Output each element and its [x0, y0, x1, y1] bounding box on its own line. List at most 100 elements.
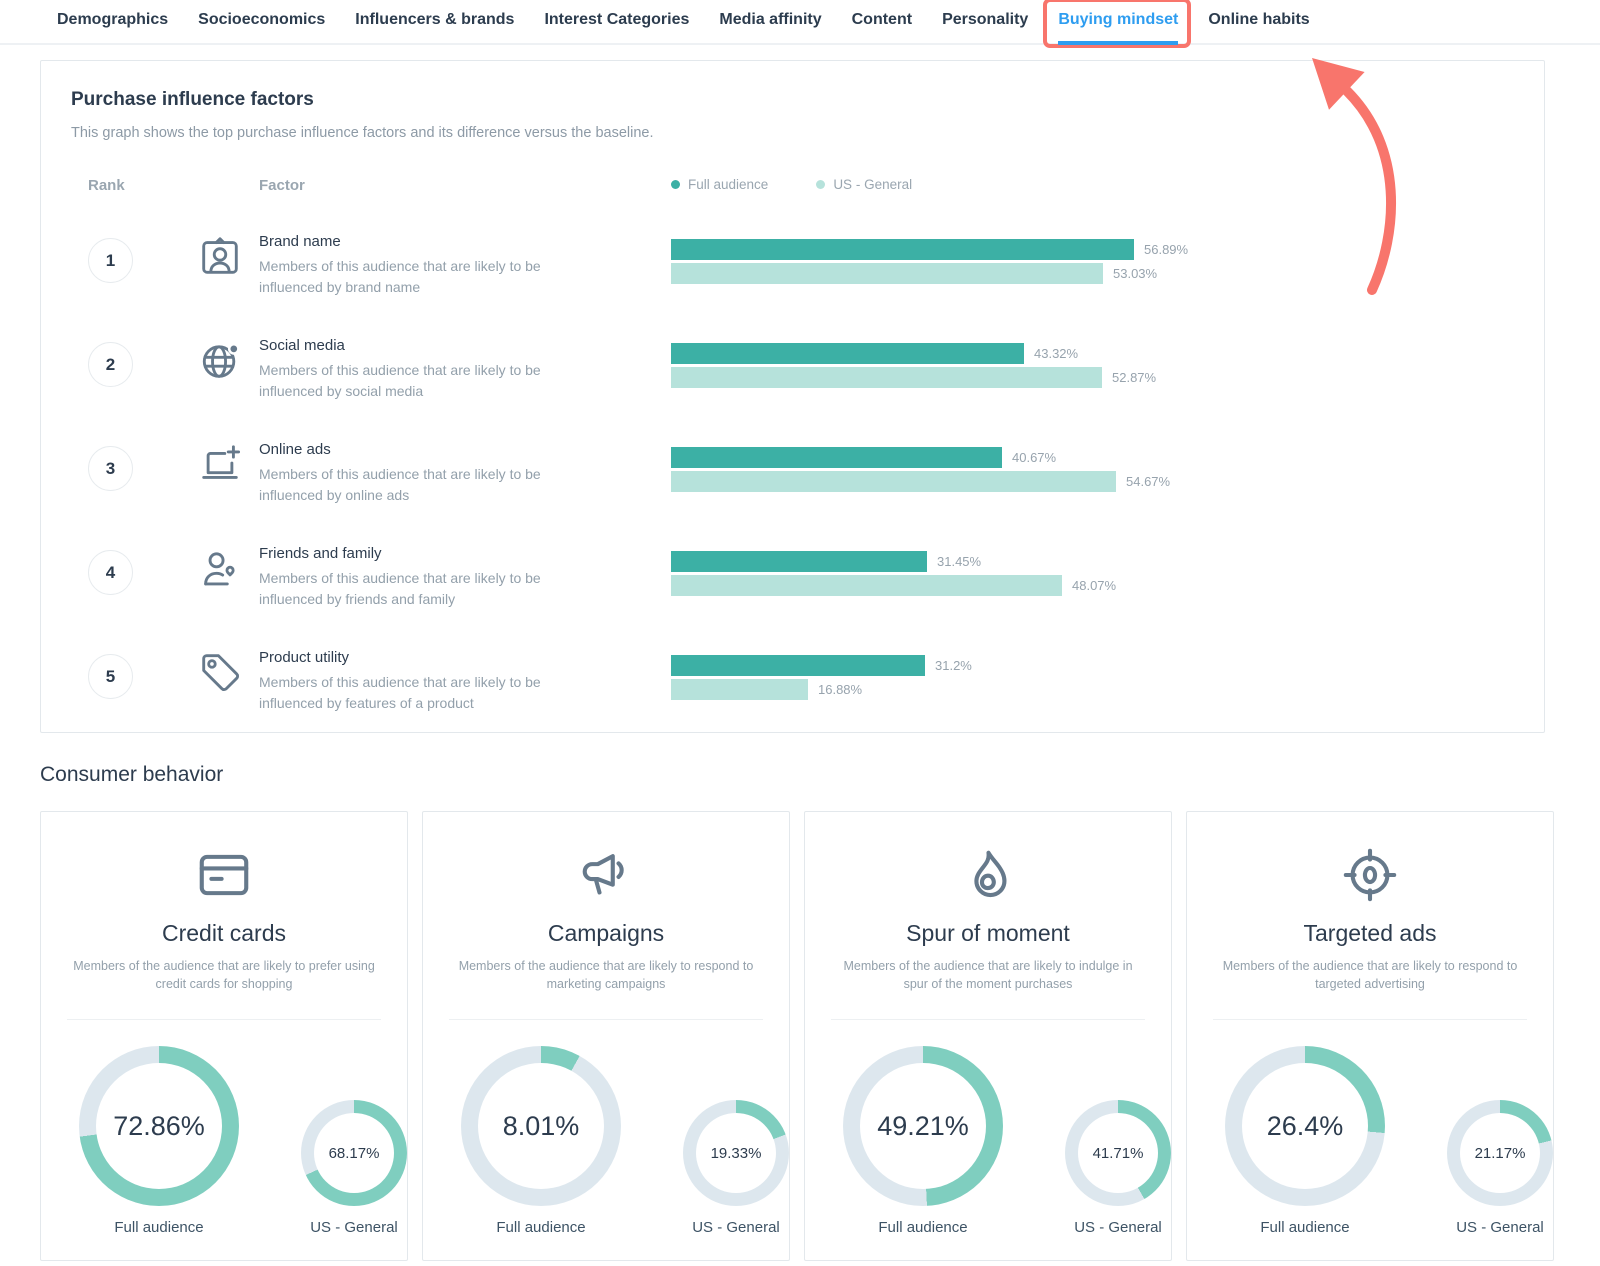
full-audience-value: 40.67% [1012, 450, 1057, 465]
influence-rows: 1 Brand name Members of this audience th… [71, 225, 1514, 714]
factor-description: Members of this audience that are likely… [259, 466, 541, 503]
full-audience-bar [671, 447, 1002, 468]
us-general-donut: 19.33% [683, 1100, 789, 1207]
us-general-bar [671, 679, 808, 700]
brand-name-icon [189, 225, 259, 279]
factor-bars: 31.45% 48.07% [671, 537, 1514, 599]
us-general-donut-value: 41.71% [1092, 1144, 1144, 1162]
purchase-influence-card: Purchase influence factors This graph sh… [40, 60, 1545, 733]
factor-name: Online ads [259, 441, 331, 458]
us-general-donut-value: 21.17% [1474, 1144, 1526, 1162]
tab-buying-mindset[interactable]: Buying mindset [1043, 0, 1192, 48]
card-title: Campaigns [547, 920, 665, 946]
us-general-donut-value: 68.17% [328, 1144, 380, 1162]
full-audience-donut: 8.01% [461, 1046, 621, 1207]
divider [449, 1019, 763, 1021]
us-general-bar [671, 263, 1103, 284]
chart-legend: Full audience US - General [671, 177, 1514, 192]
card-description: Members of the audience that are likely … [1222, 959, 1518, 992]
us-general-donut-value: 19.33% [710, 1144, 762, 1162]
us-general-donut: 68.17% [301, 1100, 407, 1207]
card-title: Targeted ads [1303, 920, 1437, 946]
us-general-bar [671, 367, 1102, 388]
us-general-bar [671, 471, 1116, 492]
card-description: Members of the audience that are likely … [843, 959, 1133, 992]
tab-label: Influencers & brands [355, 11, 515, 28]
card-donuts: 49.21% Full audience 41.71% US - General [805, 1046, 1171, 1236]
consumer-behavior-cards: Credit cards Members of the audience tha… [40, 811, 1554, 1261]
legend-item-full-audience: Full audience [671, 177, 768, 192]
us-general-donut: 41.71% [1065, 1100, 1171, 1207]
consumer-behavior-card: Spur of moment Members of the audience t… [804, 811, 1172, 1261]
full-audience-value: 31.45% [937, 554, 982, 569]
legend-label-us-general: US - General [833, 177, 913, 192]
us-general-donut-label: US - General [310, 1219, 398, 1237]
full-audience-donut: 72.86% [79, 1046, 239, 1207]
us-general-value: 52.87% [1112, 370, 1157, 385]
target-icon [1187, 846, 1553, 904]
consumer-behavior-card: Targeted ads Members of the audience tha… [1186, 811, 1554, 1261]
tab-bar: Demographics Socioeconomics Influencers … [0, 0, 1600, 48]
product-utility-tag-icon [189, 641, 259, 695]
factor-name: Friends and family [259, 545, 382, 562]
full-audience-bar [671, 343, 1024, 364]
influence-factor-row: 4 Friends and family Members of this aud… [71, 537, 1514, 610]
full-audience-dot-icon [671, 180, 680, 189]
us-general-value: 16.88% [818, 682, 863, 697]
tab-online-habits[interactable]: Online habits [1208, 0, 1309, 43]
full-audience-donut-value: 72.86% [113, 1110, 205, 1141]
rank-badge: 4 [88, 550, 133, 595]
rank-column-header: Rank [88, 177, 125, 194]
card-donuts: 26.4% Full audience 21.17% US - General [1187, 1046, 1553, 1236]
tab-demographics[interactable]: Demographics [57, 0, 168, 43]
rank-badge: 5 [88, 654, 133, 699]
influence-factor-row: 5 Product utility Members of this audien… [71, 641, 1514, 714]
factor-name: Social media [259, 337, 345, 354]
tab-media-affinity[interactable]: Media affinity [719, 0, 821, 43]
influence-header-row: Rank Factor Full audience US - General [71, 177, 1514, 194]
full-audience-value: 56.89% [1144, 242, 1189, 257]
factor-bars: 43.32% 52.87% [671, 329, 1514, 391]
full-audience-value: 43.32% [1034, 346, 1079, 361]
purchase-influence-title: Purchase influence factors [71, 89, 314, 110]
full-audience-donut: 49.21% [843, 1046, 1003, 1207]
us-general-bar [671, 575, 1062, 596]
factor-description: Members of this audience that are likely… [259, 258, 541, 295]
card-description: Members of the audience that are likely … [73, 959, 375, 992]
influence-factor-row: 3 Online ads Members of this audience th… [71, 433, 1514, 506]
card-description: Members of the audience that are likely … [458, 959, 754, 992]
us-general-donut-label: US - General [1456, 1219, 1544, 1237]
tab-influencers-brands[interactable]: Influencers & brands [355, 0, 514, 43]
tab-personality[interactable]: Personality [942, 0, 1028, 43]
full-audience-donut-value: 49.21% [877, 1110, 969, 1141]
tab-label: Socioeconomics [198, 11, 326, 28]
card-title: Spur of moment [906, 920, 1070, 946]
us-general-donut-label: US - General [692, 1219, 780, 1237]
online-ads-icon [189, 433, 259, 487]
tab-label: Demographics [57, 11, 169, 28]
influence-factor-row: 1 Brand name Members of this audience th… [71, 225, 1514, 298]
friends-family-icon [189, 537, 259, 591]
purchase-influence-subtitle: This graph shows the top purchase influe… [71, 125, 654, 141]
full-audience-donut-value: 8.01% [502, 1110, 580, 1141]
legend-item-us-general: US - General [816, 177, 912, 192]
full-audience-donut-label: Full audience [1260, 1219, 1350, 1237]
full-audience-donut-label: Full audience [114, 1219, 204, 1237]
tab-label: Personality [942, 11, 1029, 28]
tab-socioeconomics[interactable]: Socioeconomics [198, 0, 325, 43]
tab-interest-categories[interactable]: Interest Categories [544, 0, 689, 43]
factor-column-header: Factor [259, 177, 305, 194]
flame-icon [805, 846, 1171, 904]
tab-content[interactable]: Content [852, 0, 912, 43]
divider [831, 1019, 1145, 1021]
full-audience-donut: 26.4% [1225, 1046, 1385, 1207]
full-audience-donut-value: 26.4% [1266, 1110, 1344, 1141]
us-general-value: 53.03% [1113, 266, 1158, 281]
credit-card-icon [41, 846, 407, 904]
factor-description: Members of this audience that are likely… [259, 570, 541, 607]
factor-bars: 40.67% 54.67% [671, 433, 1514, 495]
us-general-value: 54.67% [1126, 474, 1171, 489]
tab-label: Content [851, 11, 913, 28]
factor-bars: 56.89% 53.03% [671, 225, 1514, 287]
